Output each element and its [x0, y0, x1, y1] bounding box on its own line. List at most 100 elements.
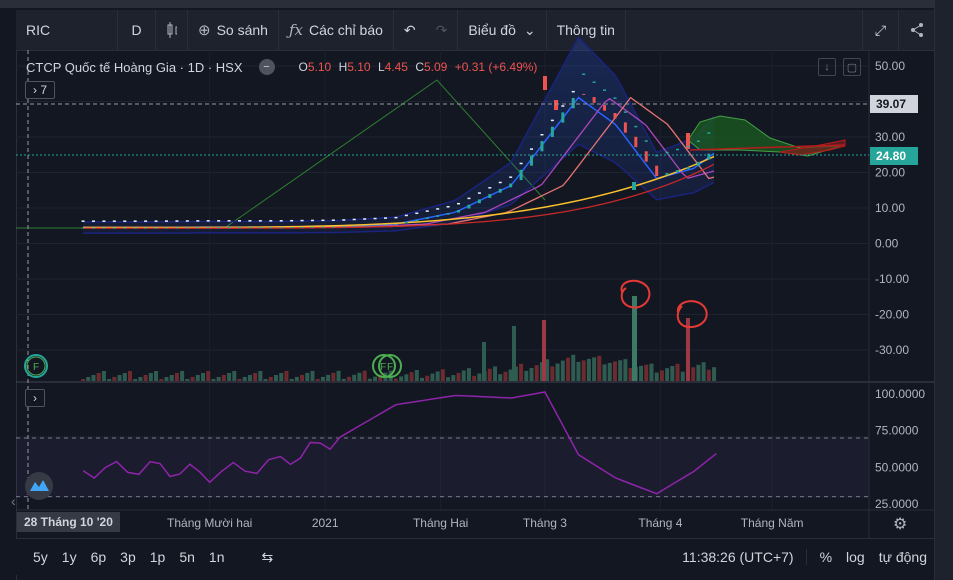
candle: [561, 112, 565, 123]
volume-bar: [253, 372, 258, 381]
volume-bar: [362, 370, 367, 381]
oscillator-line: [82, 391, 717, 495]
volume-bar: [519, 363, 524, 381]
range-1m[interactable]: 1p: [149, 549, 166, 565]
settings-gear-icon[interactable]: ⚙: [893, 514, 907, 533]
psar-dot: [623, 111, 627, 113]
bottom-right-group: 11:38:26 (UTC+7) % log tự động: [675, 549, 934, 565]
volume-bar: [148, 372, 153, 381]
oscillator-tick-label: 25.0000: [875, 497, 919, 511]
compare-button[interactable]: ⊕ So sánh: [188, 10, 279, 50]
psar-dot: [696, 140, 700, 143]
candle: [509, 183, 513, 188]
candle: [300, 226, 304, 228]
log-toggle[interactable]: log: [846, 549, 865, 565]
volume-bar: [190, 376, 195, 381]
psar-dot: [373, 217, 377, 220]
marker-f1[interactable]: F: [24, 354, 48, 378]
undo-button[interactable]: ↶: [394, 10, 426, 50]
oscillator-toggle[interactable]: ›: [25, 389, 45, 407]
psar-dot: [196, 220, 200, 222]
psar-dot: [686, 145, 690, 148]
psar-dot: [404, 214, 408, 217]
candle: [102, 227, 106, 229]
info-button[interactable]: Thông tin: [547, 10, 626, 50]
indicators-toggle[interactable]: › 7: [25, 81, 55, 99]
clock-time[interactable]: 11:38:26 (UTC+7): [675, 549, 807, 565]
oscillator-tick-label: 75.0000: [875, 424, 919, 438]
redo-button[interactable]: ↷: [426, 10, 459, 50]
date-range-icon[interactable]: ⇆: [261, 548, 274, 565]
interval-label: D: [131, 22, 142, 38]
oscillator-axis-labels: 100.0000 75.0000 50.0000 25.0000: [875, 387, 925, 511]
legend-title[interactable]: CTCP Quốc tế Hoàng Gia · 1D · HSX: [26, 59, 243, 75]
interval-button[interactable]: D: [118, 10, 156, 50]
time-tick-label: Tháng Hai: [413, 516, 468, 530]
time-tick-label: Tháng Mười hai: [167, 516, 252, 530]
candle: [196, 227, 200, 229]
psar-dot: [248, 220, 252, 222]
fullscreen-button[interactable]: ⤢: [862, 10, 898, 50]
percent-toggle[interactable]: %: [819, 549, 833, 565]
range-1y[interactable]: 1y: [61, 549, 77, 565]
range-1d[interactable]: 1n: [208, 549, 225, 565]
volume-bar: [232, 370, 237, 381]
crosshair: [16, 50, 869, 510]
tradingview-logo[interactable]: [25, 472, 53, 500]
volume-bar: [227, 372, 232, 381]
chart-type-button[interactable]: Biểu đồ ⌄: [458, 10, 547, 50]
volume-bar: [263, 378, 268, 381]
legend-hide-button[interactable]: −: [258, 59, 275, 75]
volume-bar: [331, 372, 336, 381]
candles-button[interactable]: [156, 10, 188, 50]
volume-bar: [294, 376, 299, 381]
volume-bar: [618, 360, 623, 381]
indicators-button[interactable]: ƒx Các chỉ báo: [279, 10, 394, 50]
psar-dot: [102, 220, 106, 222]
price-tick-label: -20.00: [875, 308, 909, 322]
volume-bar: [122, 373, 127, 381]
volume-bar: [639, 365, 644, 381]
psar-dot: [530, 148, 534, 150]
price-tick-label: 30.00: [875, 130, 905, 144]
psar-dot: [154, 220, 158, 222]
chevron-right-icon: ›: [32, 83, 37, 97]
psar-dot: [227, 220, 231, 222]
range-5d[interactable]: 5n: [179, 549, 195, 565]
volume-spike-5: [686, 318, 690, 381]
price-tick-label: 50.00: [875, 59, 905, 73]
psar-dot: [519, 162, 523, 165]
volume-bar: [352, 374, 357, 381]
volume-bar: [107, 379, 112, 381]
volume-bar: [315, 378, 320, 381]
volume-bar: [649, 363, 654, 381]
scroll-left-icon[interactable]: ‹: [11, 493, 16, 509]
range-6m[interactable]: 6p: [90, 549, 107, 565]
right-side-panel: [934, 0, 953, 580]
volume-bar: [399, 376, 404, 381]
candle: [415, 219, 419, 222]
volume-bar: [576, 361, 581, 381]
candle: [696, 161, 700, 167]
symbol-search[interactable]: RIC: [16, 10, 118, 50]
volume-bar: [430, 373, 435, 381]
range-3m[interactable]: 3p: [120, 549, 136, 565]
maximize-pane-button[interactable]: ▢: [843, 58, 861, 76]
share-button[interactable]: [898, 10, 934, 50]
psar-dot: [123, 220, 127, 222]
volume-bar: [133, 379, 138, 381]
time-tick-label: Tháng 3: [523, 516, 567, 530]
candle: [519, 169, 523, 181]
psar-dot: [603, 89, 607, 91]
volume-bar: [503, 371, 508, 381]
range-5y[interactable]: 5y: [33, 549, 48, 565]
auto-toggle[interactable]: tự động: [878, 549, 927, 565]
candle: [540, 141, 544, 152]
square-icon: ▢: [846, 61, 858, 74]
low-value: 4.45: [384, 60, 408, 74]
scroll-down-button[interactable]: ↓: [818, 58, 836, 76]
high-label: H: [338, 60, 348, 74]
volume-bar: [237, 378, 242, 381]
